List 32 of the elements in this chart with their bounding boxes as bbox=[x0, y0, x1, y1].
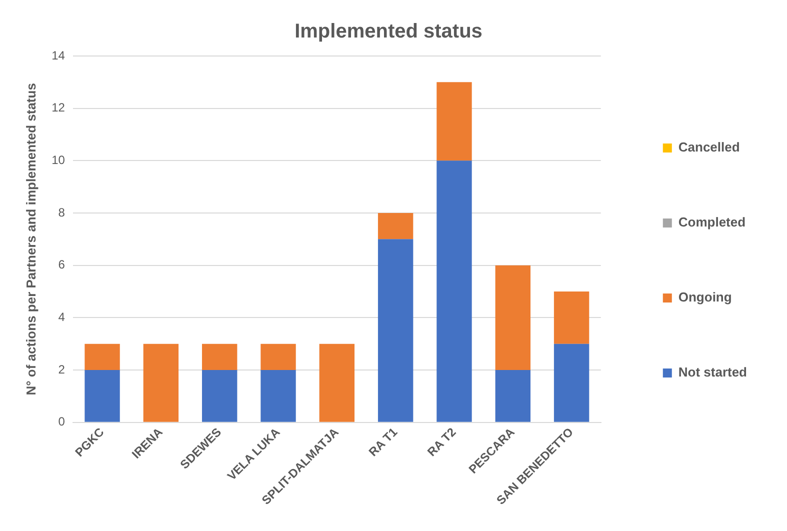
bar bbox=[554, 344, 590, 422]
y-tick-label: 10 bbox=[52, 152, 66, 167]
bar bbox=[84, 344, 120, 370]
y-tick-label: 2 bbox=[58, 362, 66, 376]
x-tick-label: RA T1 bbox=[366, 424, 400, 460]
bar bbox=[260, 370, 296, 422]
legend-label: Completed bbox=[678, 214, 746, 230]
legend-label: Ongoing bbox=[678, 290, 732, 305]
bar bbox=[378, 213, 414, 240]
y-tick-label: 6 bbox=[58, 258, 66, 272]
bar bbox=[436, 160, 472, 422]
y-tick-label: 14 bbox=[52, 48, 66, 62]
bar bbox=[143, 344, 179, 422]
y-tick-label: 4 bbox=[58, 310, 66, 324]
y-axis-title: N° of actions per Partners and implemented status bbox=[23, 83, 38, 396]
legend-label: Cancelled bbox=[678, 140, 740, 155]
bar bbox=[202, 344, 238, 370]
bar bbox=[554, 292, 590, 344]
bar bbox=[495, 370, 530, 422]
bar bbox=[260, 344, 296, 370]
bar bbox=[436, 82, 472, 161]
bar bbox=[319, 344, 355, 422]
y-tick-label: 12 bbox=[52, 100, 66, 115]
x-tick-label: RA T2 bbox=[424, 424, 459, 460]
bar bbox=[202, 370, 238, 422]
chart-title: Implemented status bbox=[294, 20, 482, 43]
legend-label: Not started bbox=[678, 364, 748, 380]
y-tick-label: 8 bbox=[58, 205, 66, 220]
bar bbox=[84, 370, 120, 422]
bar bbox=[378, 239, 414, 422]
bar bbox=[495, 265, 530, 370]
y-tick-label: 0 bbox=[58, 414, 66, 429]
